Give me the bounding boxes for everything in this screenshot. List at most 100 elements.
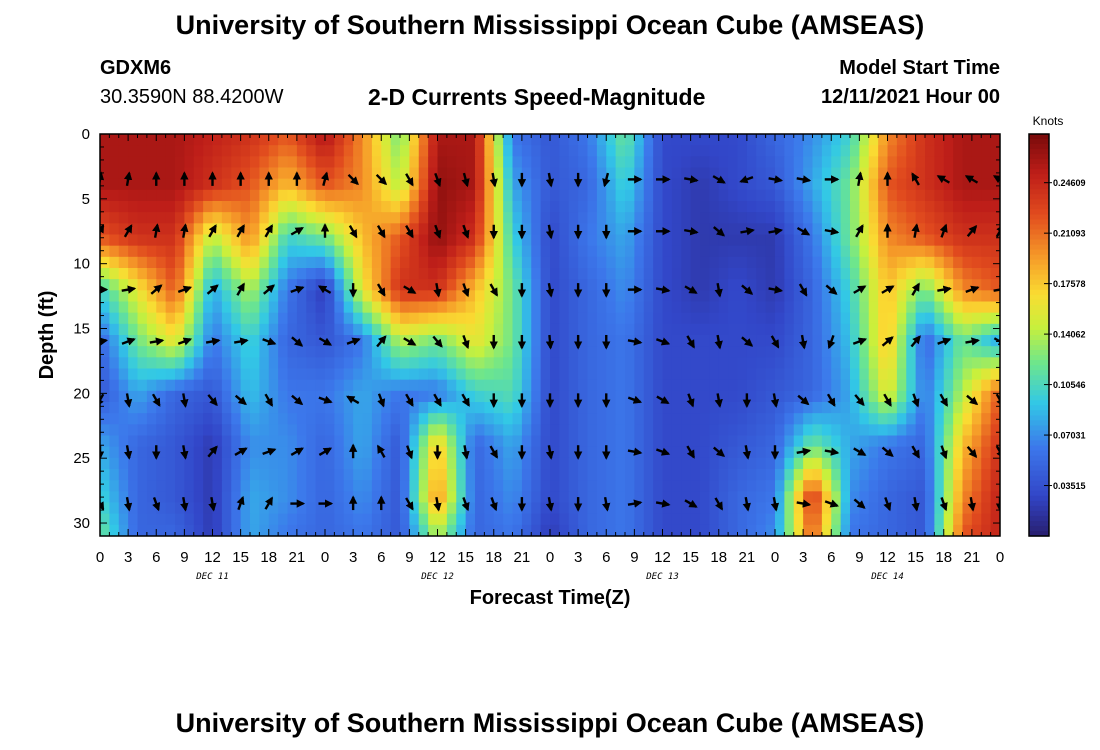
heatmap-cell	[550, 435, 560, 448]
heatmap-cell	[146, 256, 157, 269]
station-id: GDXM6	[100, 57, 172, 79]
heatmap-cell	[484, 178, 495, 191]
heatmap-cell	[334, 134, 345, 146]
heatmap-cell	[250, 357, 260, 370]
heatmap-cell	[343, 301, 354, 314]
current-arrow	[911, 496, 920, 512]
heatmap-cell	[568, 312, 579, 325]
heatmap-cell	[531, 379, 542, 392]
heatmap-cell	[775, 402, 785, 414]
heatmap-cell	[446, 457, 457, 470]
heatmap-cell	[409, 402, 420, 414]
heatmap-cell	[390, 234, 401, 247]
heatmap-cell	[100, 446, 110, 459]
heatmap-cell	[718, 156, 729, 169]
heatmap-cell	[615, 312, 626, 325]
heatmap-cell	[887, 301, 898, 314]
heatmap-cell	[925, 513, 935, 526]
colorbar-segment	[1029, 380, 1049, 386]
heatmap-cell	[268, 379, 279, 392]
heatmap-cell	[859, 167, 870, 180]
heatmap-cell	[784, 301, 795, 314]
heatmap-cell	[803, 312, 814, 325]
heatmap-cell	[418, 189, 429, 202]
heatmap-cell	[775, 346, 785, 358]
heatmap-cell	[550, 245, 560, 258]
heatmap-cell	[128, 368, 139, 381]
heatmap-cell	[146, 312, 157, 325]
heatmap-cell	[250, 446, 260, 459]
heatmap-cell	[718, 234, 729, 247]
heatmap-cell	[934, 134, 945, 146]
heatmap-cell	[475, 390, 485, 403]
heatmap-cell	[128, 234, 139, 247]
heatmap-cell	[381, 167, 392, 180]
heatmap-cell	[934, 189, 945, 202]
heatmap-cell	[896, 301, 907, 314]
heatmap-cell	[653, 256, 664, 269]
heatmap-cell	[737, 457, 748, 470]
heatmap-cell	[784, 480, 795, 492]
heatmap-cell	[268, 212, 279, 224]
heatmap-cell	[465, 268, 476, 280]
heatmap-cell	[353, 513, 364, 526]
heatmap-cell	[896, 335, 907, 347]
heatmap-cell	[971, 524, 982, 536]
heatmap-cell	[296, 323, 307, 336]
heatmap-cell	[868, 301, 879, 314]
heatmap-cell	[821, 189, 832, 202]
heatmap-cell	[859, 234, 870, 247]
heatmap-cell	[371, 402, 382, 414]
heatmap-cell	[493, 301, 504, 314]
heatmap-cell	[840, 457, 851, 470]
heatmap-cell	[156, 167, 167, 180]
heatmap-cell	[118, 513, 129, 526]
heatmap-cell	[409, 357, 420, 370]
heatmap-cell	[390, 145, 401, 157]
current-arrow	[853, 285, 867, 294]
current-arrow	[739, 175, 754, 184]
heatmap-cell	[409, 279, 420, 291]
heatmap-cell	[671, 234, 682, 247]
current-arrow	[461, 334, 470, 350]
heatmap-cell	[962, 290, 973, 303]
heatmap-cell	[578, 301, 589, 314]
heatmap-cell	[278, 502, 289, 515]
heatmap-cell	[821, 491, 832, 504]
heatmap-cell	[896, 469, 907, 481]
heatmap-cell	[859, 513, 870, 526]
heatmap-cell	[953, 469, 964, 481]
heatmap-cell	[268, 413, 279, 425]
colorbar-segment	[1029, 274, 1049, 281]
heatmap-cell	[615, 357, 626, 370]
heatmap-cell	[306, 457, 317, 470]
heatmap-cell	[193, 223, 204, 236]
current-arrow	[376, 444, 386, 458]
current-arrow	[714, 497, 724, 511]
heatmap-cell	[146, 268, 157, 280]
heatmap-cell	[362, 357, 373, 370]
heatmap-cell	[540, 424, 551, 437]
heatmap-cell	[915, 145, 926, 157]
heatmap-cell	[109, 491, 120, 504]
heatmap-cell	[221, 167, 232, 180]
heatmap-cell	[118, 279, 129, 291]
heatmap-cell	[437, 402, 448, 414]
current-arrow	[627, 395, 643, 404]
heatmap-cell	[250, 335, 260, 347]
heatmap-cell	[109, 424, 120, 437]
heatmap-cell	[390, 178, 401, 191]
heatmap-cell	[193, 234, 204, 247]
heatmap-cell	[859, 312, 870, 325]
heatmap-cell	[353, 156, 364, 169]
heatmap-cell	[540, 446, 551, 459]
heatmap-cell	[793, 346, 804, 358]
heatmap-cell	[765, 189, 776, 202]
heatmap-cell	[137, 145, 148, 157]
heatmap-cell	[362, 402, 373, 414]
heatmap-cell	[634, 323, 645, 336]
heatmap-cell	[615, 178, 626, 191]
heatmap-cell	[643, 212, 654, 224]
heatmap-cell	[953, 402, 964, 414]
